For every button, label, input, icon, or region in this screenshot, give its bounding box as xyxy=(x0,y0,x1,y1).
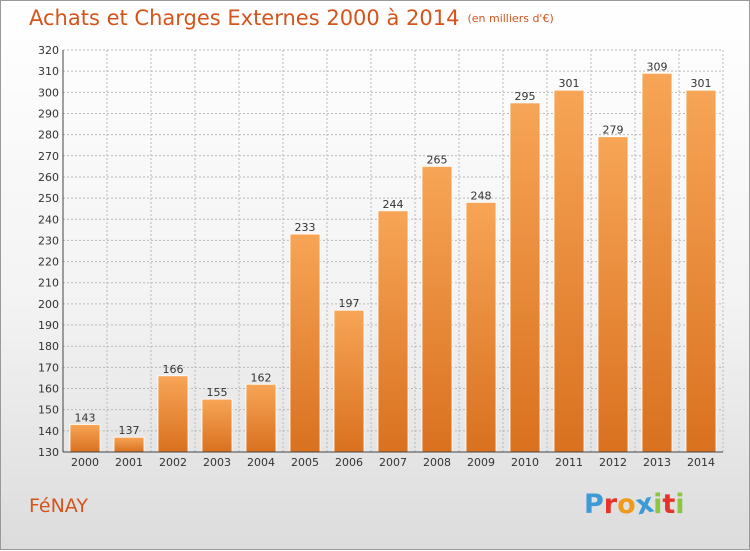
data-label: 248 xyxy=(471,189,492,202)
x-tick-label: 2003 xyxy=(203,456,231,469)
bar-2001 xyxy=(113,436,145,453)
y-tick-label: 310 xyxy=(38,65,59,78)
data-label: 279 xyxy=(603,124,624,137)
logo-letter: i xyxy=(675,489,685,520)
commune-name: FéNAY xyxy=(29,495,88,517)
chart-title: Achats et Charges Externes 2000 à 2014 (e… xyxy=(29,6,554,30)
data-label: 162 xyxy=(251,371,272,384)
y-tick-label: 270 xyxy=(38,150,59,163)
bar-2012 xyxy=(597,136,629,453)
data-label: 295 xyxy=(515,90,536,103)
bar-2010 xyxy=(509,102,541,453)
x-tick-label: 2010 xyxy=(511,456,539,469)
x-tick-label: 2006 xyxy=(335,456,363,469)
y-tick-label: 170 xyxy=(38,361,59,374)
x-tick-label: 2008 xyxy=(423,456,451,469)
y-tick-label: 190 xyxy=(38,319,59,332)
data-label: 265 xyxy=(427,153,448,166)
data-label: 309 xyxy=(647,60,668,73)
y-tick-label: 280 xyxy=(38,129,59,142)
bar-2014 xyxy=(685,89,717,453)
bar-2006 xyxy=(333,309,365,453)
data-label: 301 xyxy=(559,77,580,90)
data-label: 233 xyxy=(295,221,316,234)
y-tick-label: 220 xyxy=(38,256,59,269)
x-tick-label: 2002 xyxy=(159,456,187,469)
y-tick-label: 130 xyxy=(38,446,59,459)
x-tick-label: 2004 xyxy=(247,456,275,469)
bar-2011 xyxy=(553,89,585,453)
y-tick-label: 200 xyxy=(38,298,59,311)
bar-2013 xyxy=(641,72,673,453)
x-tick-label: 2012 xyxy=(599,456,627,469)
logo-letter: P xyxy=(584,489,604,520)
x-tick-label: 2005 xyxy=(291,456,319,469)
y-tick-label: 210 xyxy=(38,277,59,290)
y-tick-label: 140 xyxy=(38,425,59,438)
bars: 143 137 166 155 162 233 197 244 265 248 295 301 279 3… xyxy=(69,60,717,453)
y-tick-label: 320 xyxy=(38,44,59,57)
y-tick-label: 230 xyxy=(38,234,59,247)
x-tick-label: 2014 xyxy=(687,456,715,469)
y-tick-label: 160 xyxy=(38,383,59,396)
y-tick-label: 150 xyxy=(38,404,59,417)
bar-2004 xyxy=(245,383,277,453)
logo-letter: o xyxy=(617,489,636,520)
logo-letter: i xyxy=(653,489,663,520)
bar-2000 xyxy=(69,424,101,453)
data-label: 143 xyxy=(75,411,96,424)
axes: 130 140 150 160 170 180 190 200 210 220 230 240 250 2… xyxy=(38,44,723,469)
y-tick-label: 180 xyxy=(38,340,59,353)
y-tick-label: 260 xyxy=(38,171,59,184)
y-tick-label: 290 xyxy=(38,107,59,120)
x-tick-label: 2013 xyxy=(643,456,671,469)
bar-2002 xyxy=(157,375,189,453)
y-tick-label: 250 xyxy=(38,192,59,205)
x-tick-label: 2001 xyxy=(115,456,143,469)
x-tick-label: 2007 xyxy=(379,456,407,469)
bar-2008 xyxy=(421,165,453,453)
data-label: 166 xyxy=(163,363,184,376)
bar-2005 xyxy=(289,233,321,453)
data-label: 197 xyxy=(339,297,360,310)
x-tick-label: 2011 xyxy=(555,456,583,469)
logo-letter: r xyxy=(603,489,618,520)
y-tick-label: 300 xyxy=(38,86,59,99)
bar-2007 xyxy=(377,210,409,453)
title-text: Achats et Charges Externes 2000 à 2014 xyxy=(29,6,460,30)
title-unit: (en milliers d'€) xyxy=(467,12,554,25)
x-tick-label: 2009 xyxy=(467,456,495,469)
logo-letter: t xyxy=(662,489,676,520)
bar-2003 xyxy=(201,398,233,453)
data-label: 301 xyxy=(691,77,712,90)
y-tick-label: 240 xyxy=(38,213,59,226)
bar-2009 xyxy=(465,201,497,453)
x-tick-label: 2000 xyxy=(71,456,99,469)
data-label: 155 xyxy=(207,386,228,399)
data-label: 244 xyxy=(383,198,404,211)
proxiti-logo: Proxiti xyxy=(584,488,685,522)
data-label: 137 xyxy=(119,424,140,437)
